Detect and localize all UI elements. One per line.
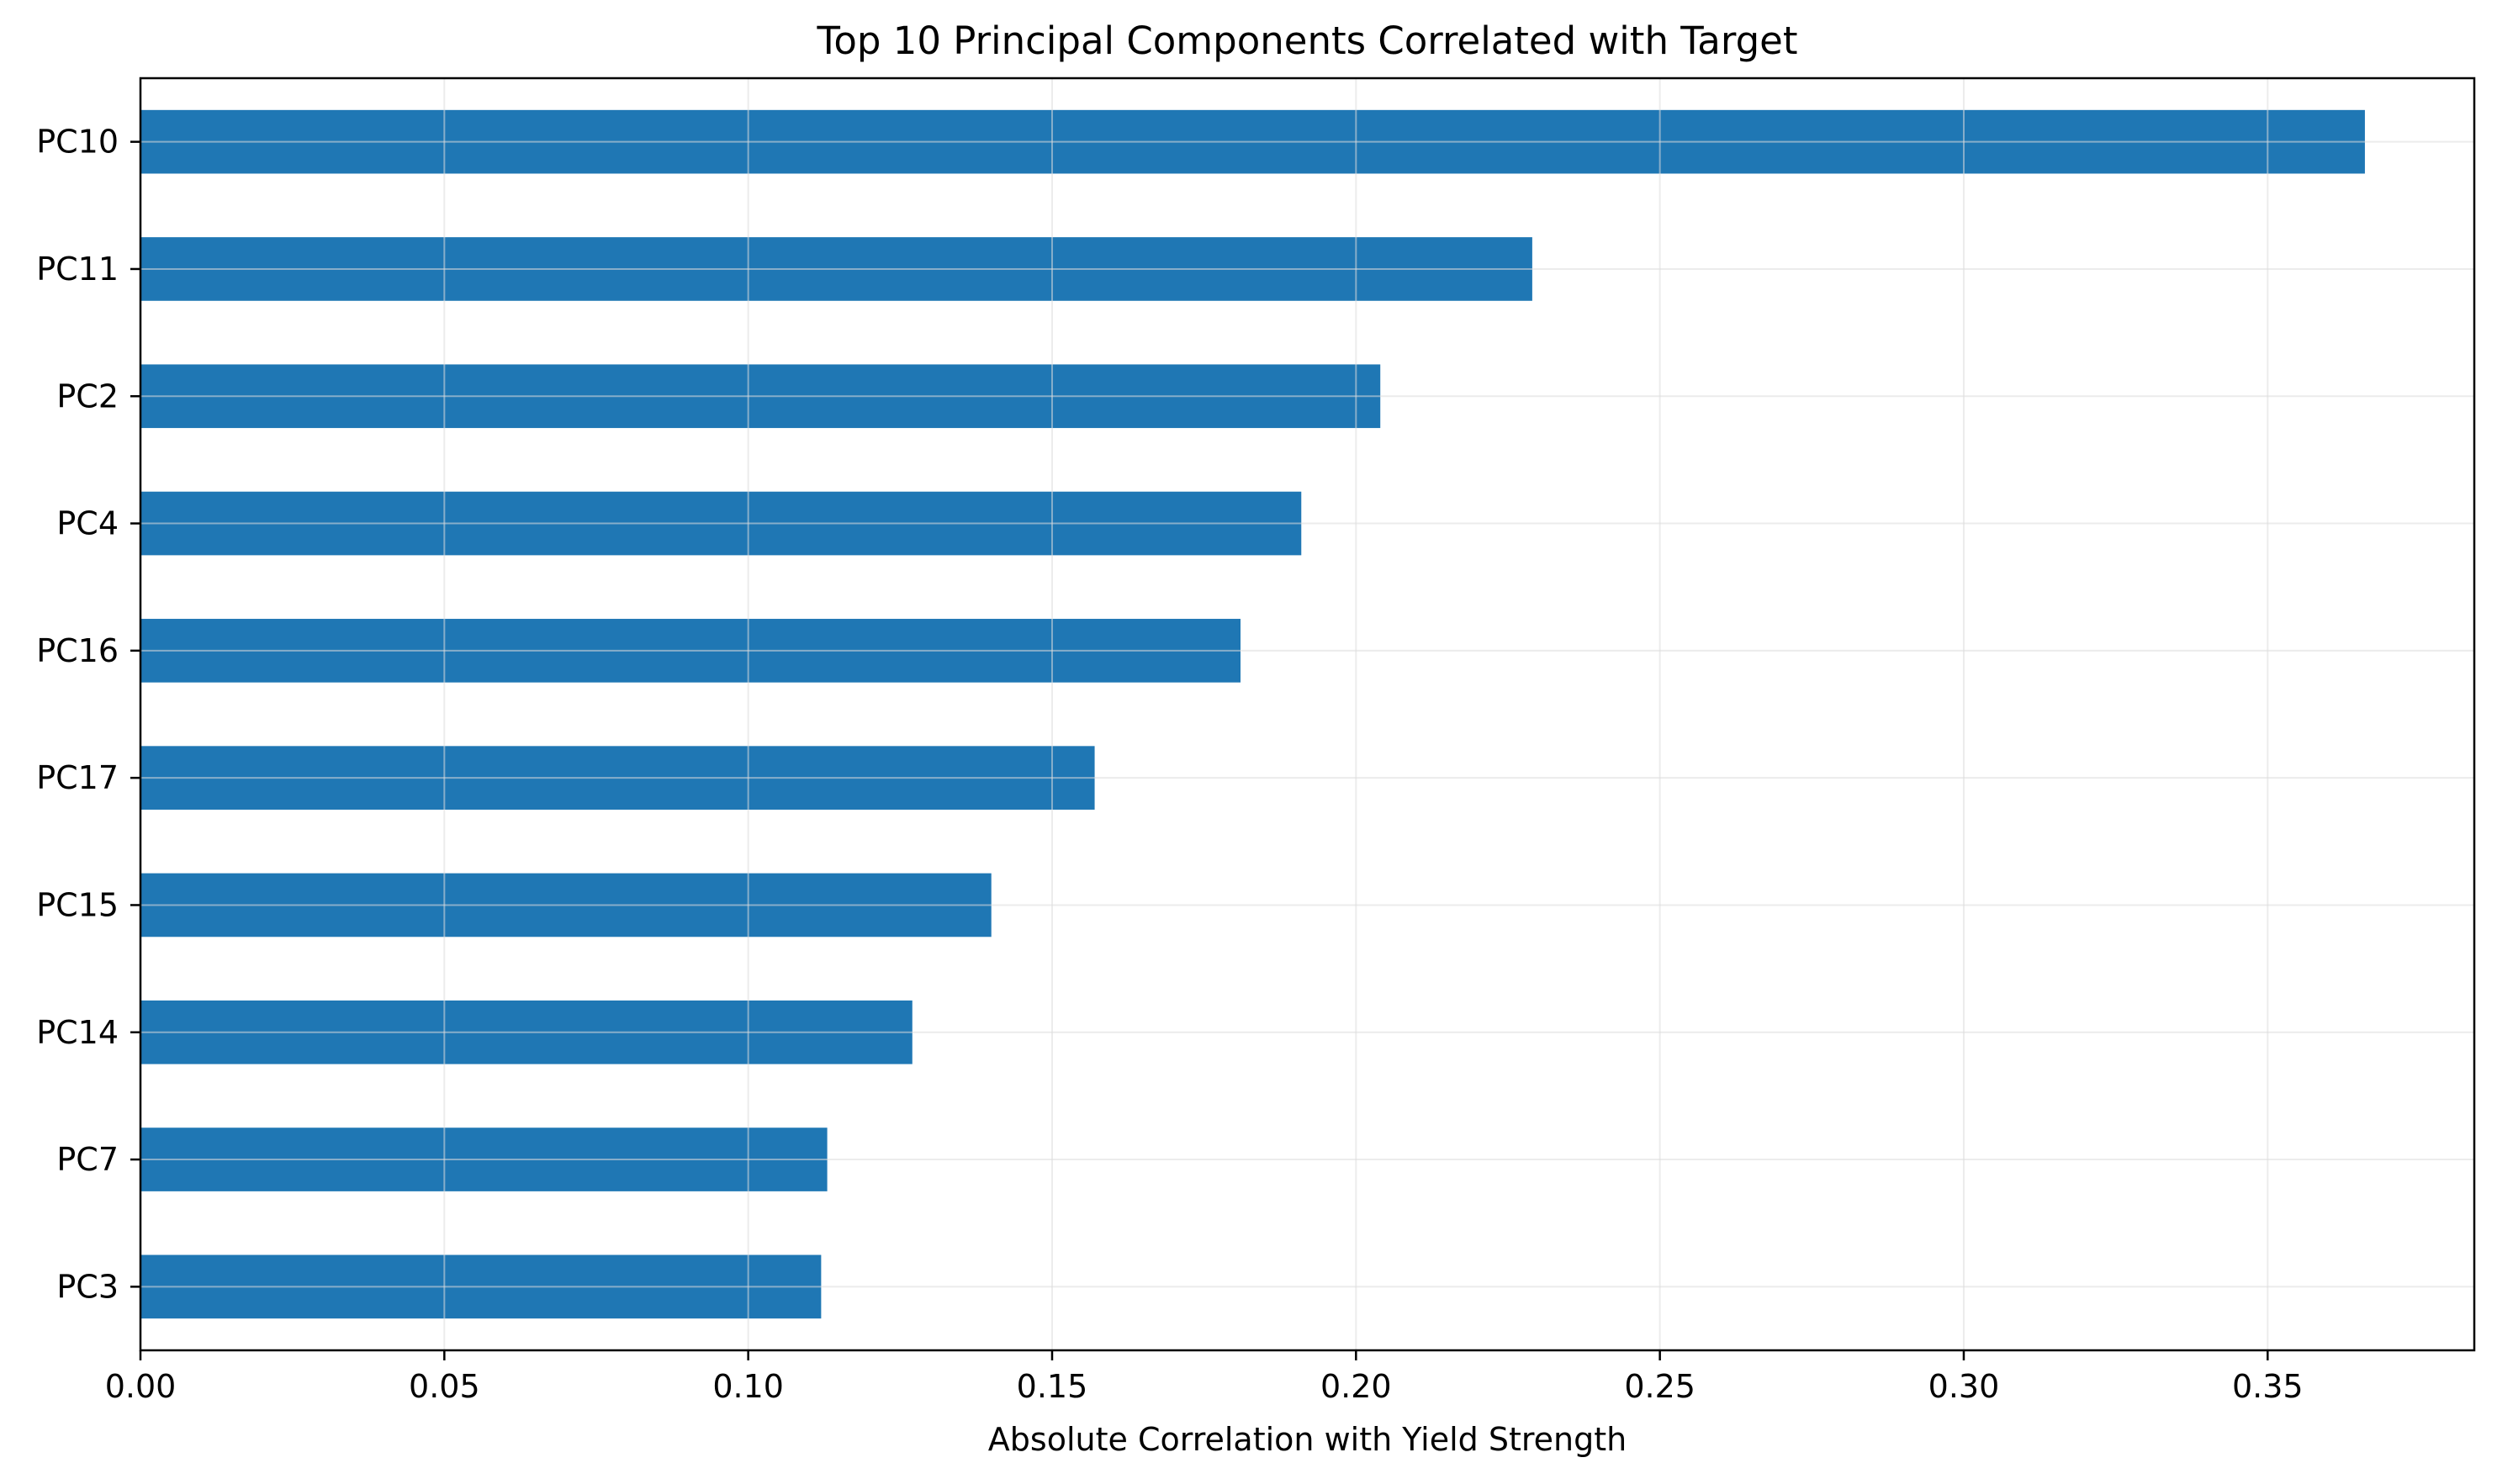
y-tick-label: PC10 [36, 124, 119, 161]
chart-title: Top 10 Principal Components Correlated w… [816, 18, 1797, 63]
x-tick-label: 0.30 [1928, 1368, 2000, 1405]
x-tick-label: 0.20 [1320, 1368, 1392, 1405]
y-tick-label: PC4 [56, 505, 119, 542]
x-tick-label: 0.00 [105, 1368, 177, 1405]
x-tick-label: 0.35 [2232, 1368, 2304, 1405]
y-tick-label: PC15 [36, 886, 119, 923]
y-tick-label: PC17 [36, 759, 119, 796]
y-tick-label: PC3 [56, 1268, 119, 1305]
y-tick-label: PC7 [56, 1141, 119, 1178]
y-tick-label: PC2 [56, 378, 119, 415]
y-tick-label: PC14 [36, 1014, 119, 1051]
x-tick-label: 0.10 [712, 1368, 784, 1405]
x-tick-label: 0.15 [1017, 1368, 1088, 1405]
x-axis-label: Absolute Correlation with Yield Strength [988, 1421, 1627, 1458]
x-tick-label: 0.25 [1624, 1368, 1696, 1405]
y-tick-label: PC11 [36, 251, 119, 288]
grid-layer [140, 78, 2474, 1350]
y-tick-label: PC16 [36, 632, 119, 669]
x-tick-label: 0.05 [409, 1368, 480, 1405]
ticks-layer: 0.00 0.05 0.10 0.15 0.20 0.25 0.30 0.35 PC10 PC11… [36, 124, 2303, 1405]
plot-frame [139, 77, 2476, 1352]
